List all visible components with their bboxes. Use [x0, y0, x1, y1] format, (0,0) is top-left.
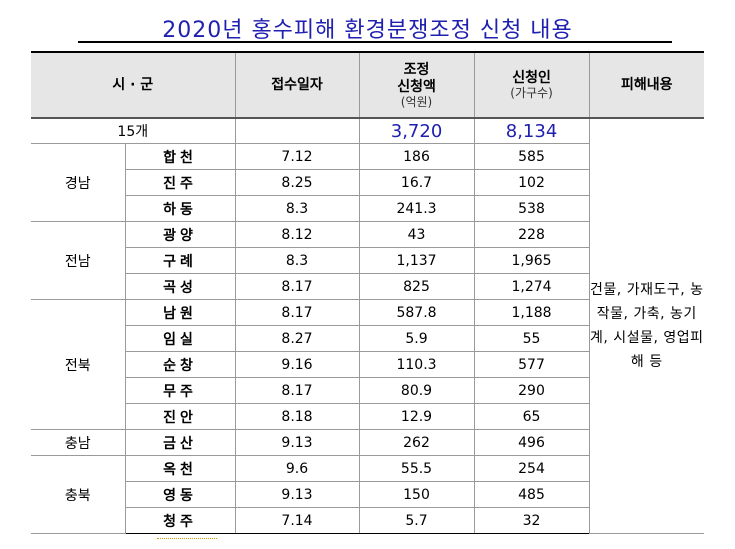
header-amount-unit: (억원) — [400, 94, 433, 109]
amount-cell: 110.3 — [358, 351, 475, 378]
date-cell: 8.25 — [234, 169, 360, 196]
table-row: 청주 7.14 5.7 32 — [31, 507, 704, 534]
date-cell: 9.13 — [234, 481, 360, 508]
applicants-cell: 585 — [473, 143, 590, 170]
amount-cell: 12.9 — [358, 403, 475, 430]
table-row: 전남 광양 8.12 43 228 — [31, 221, 704, 300]
date-cell: 8.3 — [234, 195, 360, 222]
total-amount: 3,720 — [358, 117, 475, 144]
applicants-cell: 254 — [473, 455, 590, 482]
spellcheck-underline — [157, 538, 217, 539]
district-cell: 진주 — [124, 169, 236, 196]
date-cell: 8.17 — [234, 273, 360, 300]
applicants-cell: 1,188 — [473, 299, 590, 326]
applicants-cell: 102 — [473, 169, 590, 196]
applicants-cell: 32 — [473, 507, 590, 534]
total-count: 15개 — [31, 117, 236, 144]
district-cell: 광양 — [124, 221, 236, 248]
amount-cell: 241.3 — [358, 195, 475, 222]
date-cell: 7.14 — [234, 507, 360, 534]
header-amount-line2: 신청액 — [397, 78, 436, 95]
amount-cell: 5.9 — [358, 325, 475, 352]
province-cell: 충북 — [31, 455, 126, 534]
applicants-cell: 577 — [473, 351, 590, 378]
header-damage: 피해내용 — [588, 51, 705, 119]
district-cell: 임실 — [124, 325, 236, 352]
amount-cell: 55.5 — [358, 455, 475, 482]
province-cell: 충남 — [31, 429, 126, 456]
table-row: 곡성 8.17 825 1,274 — [31, 273, 704, 300]
district-cell: 곡성 — [124, 273, 236, 300]
date-cell: 8.18 — [234, 403, 360, 430]
province-cell: 전북 — [31, 299, 126, 430]
total-applicants: 8,134 — [473, 117, 590, 144]
district-cell: 순창 — [124, 351, 236, 378]
header-date: 접수일자 — [234, 51, 360, 119]
district-cell: 무주 — [124, 377, 236, 404]
district-cell: 구례 — [124, 247, 236, 274]
table-row: 영동 9.13 150 485 — [31, 481, 704, 508]
applicants-cell: 65 — [473, 403, 590, 430]
amount-cell: 587.8 — [358, 299, 475, 326]
header-applicants-label: 신청인 — [512, 70, 551, 86]
district-cell: 남원 — [124, 299, 236, 326]
date-cell: 8.3 — [234, 247, 360, 274]
applicants-cell: 1,274 — [473, 273, 590, 300]
date-cell: 9.13 — [234, 429, 360, 456]
title-underline — [78, 41, 672, 43]
applicants-cell: 538 — [473, 195, 590, 222]
amount-cell: 186 — [358, 143, 475, 170]
header-amount: 조정 신청액 (억원) — [358, 51, 475, 119]
district-cell: 합천 — [124, 143, 236, 170]
table-row: 하동 8.3 241.3 538 — [31, 195, 704, 222]
date-cell: 8.17 — [234, 377, 360, 404]
applicants-cell: 496 — [473, 429, 590, 456]
date-cell: 7.12 — [234, 143, 360, 170]
flood-damage-table: 시 · 군 접수일자 조정 신청액 (억원) 신청인 (가구수) 피해내용 15… — [31, 51, 705, 534]
district-cell: 하동 — [124, 195, 236, 222]
district-cell: 금산 — [124, 429, 236, 456]
applicants-cell: 290 — [473, 377, 590, 404]
table-row: 임실 8.27 5.9 55 — [31, 325, 704, 352]
district-cell: 옥천 — [124, 455, 236, 482]
header-amount-line1: 조정 — [403, 61, 430, 78]
applicants-cell: 55 — [473, 325, 590, 352]
amount-cell: 1,137 — [358, 247, 475, 274]
amount-cell: 80.9 — [358, 377, 475, 404]
amount-cell: 16.7 — [358, 169, 475, 196]
table-row: 충북 옥천 9.6 55.5 254 — [31, 455, 704, 534]
amount-cell: 150 — [358, 481, 475, 508]
header-region: 시 · 군 — [31, 51, 236, 119]
date-cell: 9.16 — [234, 351, 360, 378]
table-row: 구례 8.3 1,137 1,965 — [31, 247, 704, 274]
header-row: 시 · 군 접수일자 조정 신청액 (억원) 신청인 (가구수) 피해내용 — [31, 51, 705, 119]
province-cell: 경남 — [31, 143, 126, 222]
applicants-cell: 1,965 — [473, 247, 590, 274]
applicants-cell: 485 — [473, 481, 590, 508]
header-applicants: 신청인 (가구수) — [473, 51, 590, 119]
date-cell: 8.12 — [234, 221, 360, 248]
table-row: 전북 남원 8.17 587.8 1,188 — [31, 299, 704, 430]
table-row: 순창 9.16 110.3 577 — [31, 351, 704, 378]
date-cell: 8.17 — [234, 299, 360, 326]
total-row: 15개 3,720 8,134 건물, 가재도구, 농작물, 가축, 농기계, … — [31, 117, 705, 534]
amount-cell: 825 — [358, 273, 475, 300]
date-cell: 9.6 — [234, 455, 360, 482]
date-cell: 8.27 — [234, 325, 360, 352]
district-cell: 영동 — [124, 481, 236, 508]
district-cell: 진안 — [124, 403, 236, 430]
province-cell: 전남 — [31, 221, 126, 300]
amount-cell: 5.7 — [358, 507, 475, 534]
amount-cell: 43 — [358, 221, 475, 248]
district-cell: 청주 — [124, 507, 236, 534]
applicants-cell: 228 — [473, 221, 590, 248]
total-date — [234, 117, 360, 144]
header-applicants-unit: (가구수) — [510, 86, 553, 100]
document-title: 2020년 홍수피해 환경분쟁조정 신청 내용 — [162, 18, 573, 43]
damage-description: 건물, 가재도구, 농작물, 가축, 농기계, 시설물, 영업피해 등 — [588, 117, 705, 534]
amount-cell: 262 — [358, 429, 475, 456]
